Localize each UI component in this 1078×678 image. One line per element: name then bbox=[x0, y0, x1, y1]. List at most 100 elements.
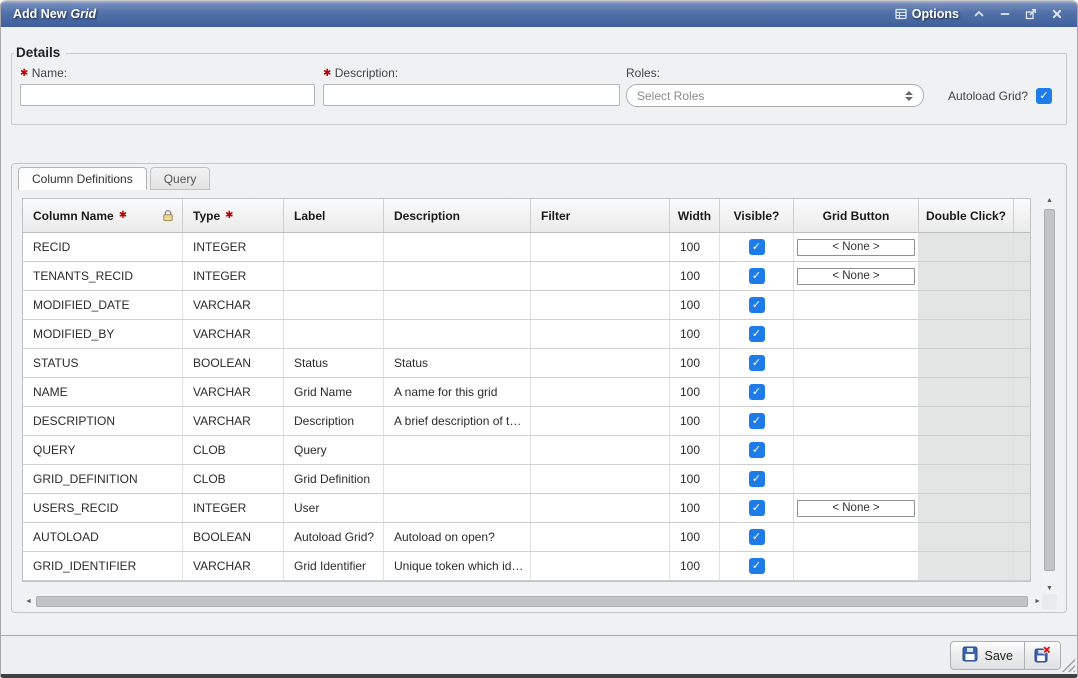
col-header-type[interactable]: Type ✱ bbox=[183, 199, 284, 233]
visible-checkbox[interactable]: ✓ bbox=[748, 442, 765, 458]
cell-type[interactable]: VARCHAR bbox=[183, 320, 284, 349]
cell-column-name[interactable]: MODIFIED_DATE bbox=[23, 291, 183, 320]
tab-query[interactable]: Query bbox=[149, 167, 211, 190]
visible-checkbox[interactable]: ✓ bbox=[748, 500, 765, 516]
cell-label[interactable]: User bbox=[284, 494, 384, 523]
cell-label[interactable]: Query bbox=[284, 436, 384, 465]
cell-label[interactable] bbox=[284, 233, 384, 262]
cell-filter[interactable] bbox=[531, 262, 670, 291]
cell-description[interactable]: A name for this grid bbox=[384, 378, 531, 407]
cell-label[interactable]: Description bbox=[284, 407, 384, 436]
cell-type[interactable]: INTEGER bbox=[183, 233, 284, 262]
cell-label[interactable] bbox=[284, 262, 384, 291]
visible-checkbox[interactable]: ✓ bbox=[748, 268, 765, 284]
cell-filter[interactable] bbox=[531, 378, 670, 407]
cell-type[interactable]: VARCHAR bbox=[183, 552, 284, 581]
cell-type[interactable]: VARCHAR bbox=[183, 407, 284, 436]
description-input[interactable] bbox=[323, 84, 620, 106]
cell-description[interactable]: Status bbox=[384, 349, 531, 378]
cell-filter[interactable] bbox=[531, 523, 670, 552]
cell-label[interactable]: Grid Definition bbox=[284, 465, 384, 494]
visible-checkbox[interactable]: ✓ bbox=[748, 471, 765, 487]
save-button[interactable]: Save bbox=[949, 641, 1025, 670]
visible-checkbox[interactable]: ✓ bbox=[748, 326, 765, 342]
cell-width[interactable]: 100 bbox=[670, 320, 720, 349]
cell-column-name[interactable]: NAME bbox=[23, 378, 183, 407]
cell-type[interactable]: INTEGER bbox=[183, 494, 284, 523]
cell-filter[interactable] bbox=[531, 349, 670, 378]
grid-button-none[interactable]: < None > bbox=[797, 499, 915, 517]
cell-type[interactable]: CLOB bbox=[183, 465, 284, 494]
cell-column-name[interactable]: USERS_RECID bbox=[23, 494, 183, 523]
col-header-double-click[interactable]: Double Click? bbox=[919, 199, 1014, 233]
horizontal-scroll-thumb[interactable] bbox=[36, 596, 1028, 607]
vertical-scroll-thumb[interactable] bbox=[1044, 209, 1055, 571]
cell-column-name[interactable]: TENANTS_RECID bbox=[23, 262, 183, 291]
col-header-grid-button[interactable]: Grid Button bbox=[794, 199, 919, 233]
cancel-save-button[interactable] bbox=[1025, 641, 1061, 670]
col-header-visible[interactable]: Visible? bbox=[720, 199, 794, 233]
cell-width[interactable]: 100 bbox=[670, 262, 720, 291]
col-header-label[interactable]: Label bbox=[284, 199, 384, 233]
cell-column-name[interactable]: MODIFIED_BY bbox=[23, 320, 183, 349]
tab-column-definitions[interactable]: Column Definitions bbox=[18, 167, 147, 190]
cell-description[interactable] bbox=[384, 436, 531, 465]
visible-checkbox[interactable]: ✓ bbox=[748, 297, 765, 313]
cell-column-name[interactable]: AUTOLOAD bbox=[23, 523, 183, 552]
options-button[interactable]: Options bbox=[895, 7, 959, 21]
cell-filter[interactable] bbox=[531, 494, 670, 523]
popout-button[interactable] bbox=[1025, 8, 1037, 20]
cell-width[interactable]: 100 bbox=[670, 552, 720, 581]
grid-button-none[interactable]: < None > bbox=[797, 238, 915, 256]
vertical-scrollbar[interactable]: ▲ ▼ bbox=[1042, 195, 1057, 594]
cell-type[interactable]: CLOB bbox=[183, 436, 284, 465]
cell-description[interactable] bbox=[384, 494, 531, 523]
collapse-button[interactable] bbox=[973, 8, 985, 20]
cell-width[interactable]: 100 bbox=[670, 436, 720, 465]
cell-column-name[interactable]: GRID_DEFINITION bbox=[23, 465, 183, 494]
cell-width[interactable]: 100 bbox=[670, 465, 720, 494]
cell-width[interactable]: 100 bbox=[670, 494, 720, 523]
cell-type[interactable]: VARCHAR bbox=[183, 378, 284, 407]
resize-grip[interactable] bbox=[1061, 658, 1075, 672]
cell-type[interactable]: VARCHAR bbox=[183, 291, 284, 320]
autoload-checkbox[interactable]: ✓ bbox=[1036, 88, 1052, 104]
visible-checkbox[interactable]: ✓ bbox=[748, 239, 765, 255]
horizontal-scrollbar[interactable]: ◄ ► bbox=[22, 594, 1044, 609]
cell-filter[interactable] bbox=[531, 552, 670, 581]
cell-type[interactable]: INTEGER bbox=[183, 262, 284, 291]
name-input[interactable] bbox=[20, 84, 315, 106]
col-header-column-name[interactable]: Column Name ✱ bbox=[23, 199, 183, 233]
scroll-up-arrow[interactable]: ▲ bbox=[1046, 197, 1053, 204]
cell-type[interactable]: BOOLEAN bbox=[183, 349, 284, 378]
cell-description[interactable] bbox=[384, 320, 531, 349]
visible-checkbox[interactable]: ✓ bbox=[748, 384, 765, 400]
cell-column-name[interactable]: RECID bbox=[23, 233, 183, 262]
visible-checkbox[interactable]: ✓ bbox=[748, 529, 765, 545]
minimize-button[interactable] bbox=[999, 8, 1011, 20]
cell-filter[interactable] bbox=[531, 320, 670, 349]
cell-type[interactable]: BOOLEAN bbox=[183, 523, 284, 552]
cell-description[interactable] bbox=[384, 465, 531, 494]
cell-description[interactable] bbox=[384, 291, 531, 320]
cell-width[interactable]: 100 bbox=[670, 378, 720, 407]
cell-description[interactable] bbox=[384, 233, 531, 262]
cell-description[interactable]: A brief description of this g... bbox=[384, 407, 531, 436]
cell-description[interactable]: Autoload on open? bbox=[384, 523, 531, 552]
cell-width[interactable]: 100 bbox=[670, 523, 720, 552]
col-header-width[interactable]: Width bbox=[670, 199, 720, 233]
cell-label[interactable]: Grid Identifier bbox=[284, 552, 384, 581]
cell-filter[interactable] bbox=[531, 233, 670, 262]
visible-checkbox[interactable]: ✓ bbox=[748, 413, 765, 429]
cell-column-name[interactable]: GRID_IDENTIFIER bbox=[23, 552, 183, 581]
visible-checkbox[interactable]: ✓ bbox=[748, 558, 765, 574]
cell-filter[interactable] bbox=[531, 407, 670, 436]
cell-filter[interactable] bbox=[531, 465, 670, 494]
cell-column-name[interactable]: QUERY bbox=[23, 436, 183, 465]
cell-filter[interactable] bbox=[531, 291, 670, 320]
visible-checkbox[interactable]: ✓ bbox=[748, 355, 765, 371]
scroll-down-arrow[interactable]: ▼ bbox=[1046, 585, 1053, 592]
cell-label[interactable]: Grid Name bbox=[284, 378, 384, 407]
cell-filter[interactable] bbox=[531, 436, 670, 465]
cell-column-name[interactable]: STATUS bbox=[23, 349, 183, 378]
